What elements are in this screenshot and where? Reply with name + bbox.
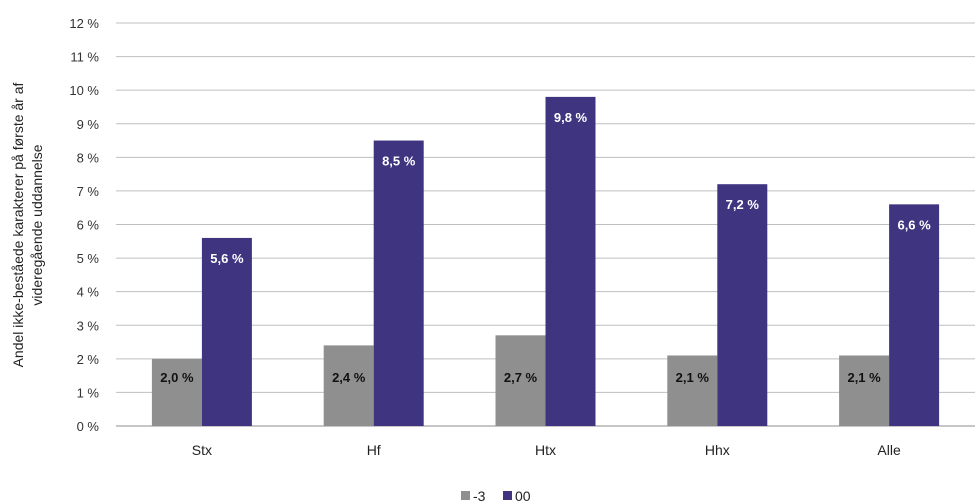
legend-label: 00	[515, 488, 531, 504]
x-category-label: Hf	[367, 442, 381, 458]
data-label: 7,2 %	[726, 197, 760, 212]
data-label: 9,8 %	[554, 110, 588, 125]
x-category-label: Htx	[535, 442, 556, 458]
y-tick-label: 2 %	[77, 352, 100, 367]
bar-00	[545, 96, 596, 426]
y-tick-label: 6 %	[77, 218, 100, 233]
bar-minus3	[323, 345, 374, 426]
data-label: 2,7 %	[504, 370, 538, 385]
bar-minus3	[151, 358, 202, 426]
y-tick-label: 12 %	[69, 16, 99, 31]
bar-minus3	[667, 355, 718, 426]
y-tick-label: 7 %	[77, 184, 100, 199]
y-tick-label: 3 %	[77, 318, 100, 333]
legend-swatch	[461, 491, 470, 500]
y-tick-label: 10 %	[69, 83, 99, 98]
legend: -3 00	[461, 488, 531, 504]
data-label: 2,1 %	[847, 370, 881, 385]
x-category-label: Alle	[877, 442, 901, 458]
x-category-label: Stx	[192, 442, 212, 458]
y-tick-label: 4 %	[77, 285, 100, 300]
y-axis-ticks: 0 % 1 % 2 % 3 % 4 % 5 % 6 % 7 % 8 % 9 % 10 % 11 % 12…	[69, 16, 99, 434]
data-label: 2,1 %	[676, 370, 710, 385]
y-axis-label-line-2: videregående uddannelse	[29, 144, 45, 305]
y-tick-label: 11 %	[70, 50, 99, 65]
bar-00	[717, 184, 768, 426]
data-label: 6,6 %	[897, 217, 931, 232]
bar-minus3	[495, 335, 546, 426]
data-label: 5,6 %	[210, 251, 244, 266]
y-tick-label: 9 %	[77, 117, 100, 132]
y-tick-label: 5 %	[77, 251, 100, 266]
x-axis-categories: Stx Hf Htx Hhx Alle	[192, 442, 901, 458]
bar-minus3	[839, 355, 890, 426]
legend-swatch	[503, 491, 512, 500]
data-labels: 2,0 % 5,6 % 2,4 % 8,5 % 2,7 % 9,8 % 2,1 % 7,2 %…	[160, 110, 931, 385]
y-tick-label: 8 %	[77, 150, 100, 165]
data-label: 2,0 %	[160, 370, 194, 385]
y-tick-label: 1 %	[77, 385, 100, 400]
data-label: 8,5 %	[382, 154, 416, 169]
bars	[151, 96, 940, 426]
bar-00	[889, 204, 940, 426]
legend-label: -3	[473, 488, 486, 504]
bar-00	[373, 140, 424, 426]
y-axis-label-line-1: Andel ikke-beståede karakterer på første…	[10, 82, 26, 367]
x-category-label: Hhx	[705, 442, 730, 458]
data-label: 2,4 %	[332, 370, 366, 385]
y-tick-label: 0 %	[77, 419, 100, 434]
bar-00	[201, 237, 252, 426]
